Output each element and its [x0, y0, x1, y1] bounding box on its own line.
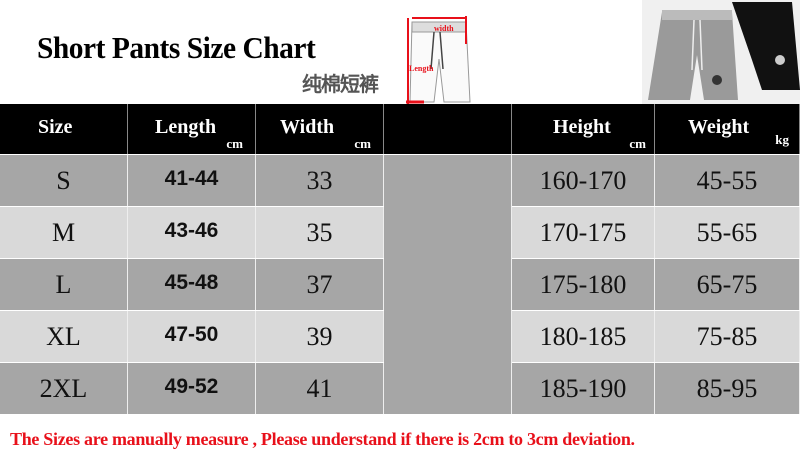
header-length: Length cm: [128, 104, 256, 154]
cell-size: XL: [0, 311, 128, 362]
product-photo: [642, 0, 800, 104]
cell-height: 185-190: [512, 363, 655, 414]
size-table: Size Length cm Width cm Height cm Weight kg …: [0, 104, 800, 414]
width-label: width: [434, 24, 454, 33]
cell-size: S: [0, 155, 128, 206]
page-title: Short Pants Size Chart: [37, 30, 316, 65]
cell-weight: 75-85: [655, 311, 800, 362]
cell-width: 39: [256, 311, 384, 362]
cell-height: 175-180: [512, 259, 655, 310]
cell-width: 33: [256, 155, 384, 206]
cell-size: L: [0, 259, 128, 310]
cell-weight: 85-95: [655, 363, 800, 414]
cell-size: 2XL: [0, 363, 128, 414]
cell-weight: 55-65: [655, 207, 800, 258]
cell-height: 180-185: [512, 311, 655, 362]
cell-length: 43-46: [128, 207, 256, 258]
cell-length: 49-52: [128, 363, 256, 414]
header-height: Height cm: [512, 104, 655, 154]
length-label: Length: [409, 64, 434, 73]
cell-width: 41: [256, 363, 384, 414]
header-size: Size: [0, 104, 128, 154]
merged-empty-column: [384, 155, 512, 414]
cell-length: 41-44: [128, 155, 256, 206]
cell-weight: 65-75: [655, 259, 800, 310]
header-weight: Weight kg: [655, 104, 800, 154]
page-subtitle: 纯棉短裤: [302, 72, 379, 96]
measurement-note: The Sizes are manually measure , Please …: [10, 429, 635, 449]
cell-height: 170-175: [512, 207, 655, 258]
header-empty: [384, 104, 512, 154]
cell-height: 160-170: [512, 155, 655, 206]
cell-length: 47-50: [128, 311, 256, 362]
cell-width: 37: [256, 259, 384, 310]
cell-width: 35: [256, 207, 384, 258]
cell-size: M: [0, 207, 128, 258]
cell-length: 45-48: [128, 259, 256, 310]
header-width: Width cm: [256, 104, 384, 154]
shorts-measurement-diagram: width Length: [406, 16, 471, 104]
cell-weight: 45-55: [655, 155, 800, 206]
